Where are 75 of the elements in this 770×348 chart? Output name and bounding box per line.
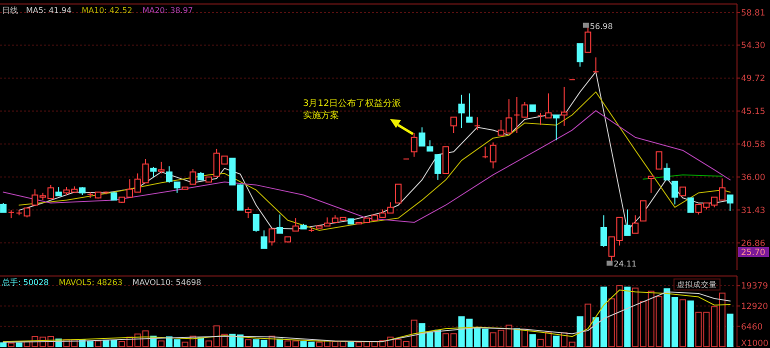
- candlestick: [410, 132, 418, 158]
- candlestick: [260, 230, 268, 249]
- candlestick: [514, 96, 520, 134]
- bar: [198, 338, 204, 348]
- candlestick: [466, 92, 473, 123]
- y-tick-label: 6460: [741, 322, 763, 332]
- bar: [529, 334, 536, 348]
- y-tick-label: 36.00: [741, 173, 766, 184]
- candlestick: [190, 168, 196, 185]
- candlestick: [648, 176, 654, 194]
- y-tick-label: 26.86: [741, 238, 766, 249]
- bar: [679, 299, 686, 348]
- bar: [726, 314, 734, 348]
- candlestick: [672, 180, 678, 205]
- candlestick: [656, 151, 662, 170]
- text: MA10: 42.52: [82, 6, 132, 15]
- candlestick: [276, 214, 284, 234]
- candlestick: [576, 43, 584, 68]
- text: MA20: 38.97: [142, 6, 194, 15]
- candlestick: [521, 102, 528, 118]
- candlestick: [244, 206, 252, 219]
- bar: [16, 342, 22, 348]
- candlestick: [553, 114, 560, 141]
- y-tick-label: 45.15: [741, 107, 766, 118]
- text: 总手: 50028: [1, 278, 49, 287]
- bar: [553, 336, 560, 348]
- bar: [687, 300, 694, 348]
- candlestick: [434, 154, 442, 180]
- y-tick-label: 49.72: [741, 74, 766, 84]
- candlestick: [395, 184, 402, 204]
- candlestick: [268, 228, 276, 246]
- candlestick: [292, 218, 299, 232]
- bar: [158, 340, 165, 348]
- candlestick: [252, 214, 260, 232]
- y-tick-label: 40.58: [741, 140, 766, 150]
- text: MA5: 41.94: [26, 6, 72, 15]
- y-tick-label: 58.81: [741, 8, 766, 19]
- candlestick: [0, 202, 7, 213]
- line-series: [2, 110, 731, 223]
- text: MAVOL5: 48263: [58, 278, 122, 287]
- text: MAVOL10: 54698: [132, 278, 202, 287]
- bar: [624, 286, 631, 348]
- y-tick-label: 54.30: [741, 41, 766, 52]
- y-tick-label: 31.43: [741, 206, 766, 216]
- y-tick-label: 12920: [741, 302, 768, 312]
- y-tick-label: X1000: [741, 339, 768, 348]
- annotation: 56.98: [590, 22, 613, 31]
- candlestick: [640, 200, 646, 222]
- chart-title: 日线: [2, 6, 18, 15]
- annotation: 24.11: [614, 260, 637, 269]
- bar: [576, 316, 584, 348]
- candlestick: [600, 214, 607, 248]
- bar: [584, 304, 592, 348]
- candlestick: [482, 146, 488, 159]
- candlestick: [584, 25, 592, 53]
- y-tick-label: 19379: [741, 282, 768, 292]
- candlestick: [474, 116, 481, 131]
- candlestick: [450, 116, 457, 134]
- candlestick: [632, 214, 639, 234]
- candlestick: [458, 94, 465, 128]
- bar: [0, 342, 7, 348]
- candlestick: [560, 86, 568, 126]
- annotation: 3月12日公布了权益分派实施方案: [303, 98, 402, 121]
- bar: [244, 339, 252, 348]
- bar: [94, 340, 102, 348]
- bar: [514, 328, 520, 348]
- text: 25.70: [741, 248, 766, 258]
- candlestick: [687, 197, 694, 213]
- bar: [8, 342, 14, 348]
- candlestick: [726, 194, 734, 212]
- candlestick: [490, 142, 496, 169]
- candlestick: [624, 208, 631, 236]
- candlestick: [664, 162, 670, 180]
- candlestick: [592, 56, 600, 74]
- candlestick: [150, 166, 157, 178]
